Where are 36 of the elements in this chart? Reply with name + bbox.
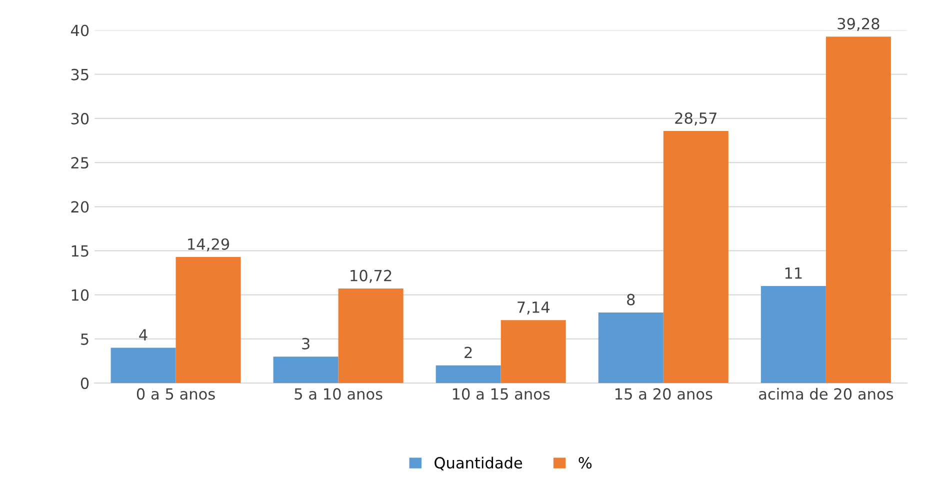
data-label: 2	[464, 346, 472, 358]
bar	[598, 312, 664, 384]
y-tick-label: 5	[81, 334, 88, 345]
bar	[176, 257, 241, 384]
data-label: 39,28	[838, 18, 880, 32]
bar	[273, 356, 338, 384]
y-tick-label: 25	[71, 157, 88, 169]
legend-label: %	[578, 457, 592, 469]
data-label: 4	[139, 329, 148, 340]
y-tick-label: 35	[71, 68, 88, 80]
bar	[663, 131, 728, 384]
bar	[338, 288, 404, 384]
bar	[500, 320, 566, 384]
x-tick-label: 15 a 20 anos	[615, 388, 712, 400]
y-tick-label: 30	[71, 112, 89, 124]
legend-label: Quantidade	[434, 456, 522, 470]
y-tick-label: 15	[72, 245, 88, 257]
y-tick-label: 0	[80, 378, 89, 390]
data-label: 7,14	[518, 302, 550, 314]
y-tick-label: 40	[70, 24, 89, 36]
data-label: 10,72	[350, 270, 392, 283]
data-label: 11	[785, 268, 802, 279]
x-tick-label: 10 a 15 anos	[452, 388, 550, 400]
bar	[436, 365, 501, 384]
bar	[110, 348, 176, 384]
data-label: 28,57	[675, 112, 716, 126]
bar	[760, 286, 826, 384]
data-label: 8	[627, 294, 635, 306]
y-tick-label: 20	[71, 201, 89, 213]
x-tick-label: 0 a 5 anos	[136, 388, 215, 400]
data-label: 3	[302, 338, 310, 350]
x-tick-label: 5 a 10 anos	[294, 388, 382, 400]
x-tick-label: acima de 20 anos	[758, 388, 894, 400]
y-tick-label: 10	[72, 289, 89, 301]
data-label: 14,29	[188, 238, 230, 252]
bar	[826, 36, 891, 384]
